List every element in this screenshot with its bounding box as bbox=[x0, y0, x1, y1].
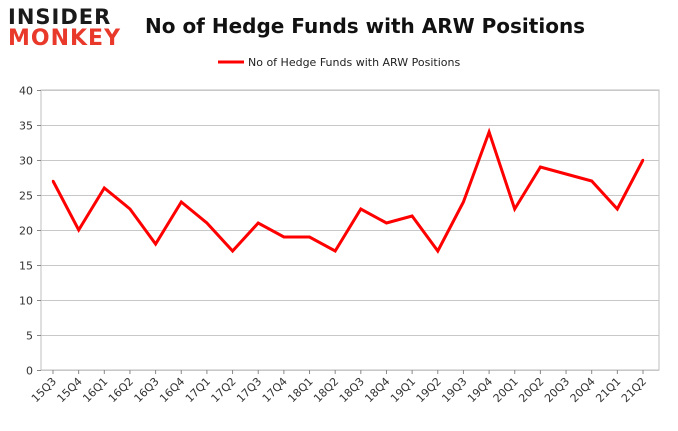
data-point-21Q1 bbox=[616, 207, 619, 211]
x-tick-label-21Q1: 21Q1 bbox=[593, 375, 623, 405]
series-line-0 bbox=[51, 127, 645, 254]
x-tick-label-19Q2: 19Q2 bbox=[414, 375, 444, 405]
y-tick-label-35: 35 bbox=[19, 120, 33, 133]
x-tick-label-17Q2: 17Q2 bbox=[209, 375, 239, 405]
x-tick-label-18Q3: 18Q3 bbox=[337, 375, 367, 405]
y-tick-label-40: 40 bbox=[19, 85, 33, 98]
x-tick-label-16Q1: 16Q1 bbox=[80, 375, 110, 405]
x-tick-label-19Q1: 19Q1 bbox=[388, 375, 418, 405]
data-point-18Q3 bbox=[359, 207, 363, 211]
data-point-21Q2 bbox=[641, 158, 645, 162]
x-tick-label-19Q3: 19Q3 bbox=[439, 375, 469, 405]
data-point-18Q4 bbox=[385, 221, 388, 225]
data-point-16Q2 bbox=[128, 207, 132, 211]
x-tick-label-15Q3: 15Q3 bbox=[29, 375, 59, 405]
x-tick-label-21Q2: 21Q2 bbox=[619, 375, 649, 405]
data-point-19Q2 bbox=[436, 249, 439, 253]
x-tick-label-18Q1: 18Q1 bbox=[285, 375, 315, 405]
x-tick-label-17Q3: 17Q3 bbox=[234, 375, 264, 405]
y-tick-label-25: 25 bbox=[19, 190, 33, 203]
chart-title: No of Hedge Funds with ARW Positions bbox=[145, 14, 586, 38]
x-tick-label-17Q1: 17Q1 bbox=[183, 375, 213, 405]
data-point-17Q3 bbox=[257, 221, 260, 225]
data-point-19Q3 bbox=[462, 200, 465, 204]
data-point-19Q4 bbox=[487, 130, 491, 134]
data-point-18Q2 bbox=[333, 249, 337, 253]
legend-label: No of Hedge Funds with ARW Positions bbox=[248, 56, 460, 69]
x-tick-label-19Q4: 19Q4 bbox=[465, 375, 495, 405]
data-point-20Q2 bbox=[539, 165, 542, 169]
data-point-19Q1 bbox=[410, 214, 414, 218]
x-tick-label-20Q1: 20Q1 bbox=[491, 375, 521, 405]
x-tick-label-18Q2: 18Q2 bbox=[311, 375, 341, 405]
logo-line-insider: INSIDER bbox=[8, 5, 112, 29]
x-tick-label-20Q4: 20Q4 bbox=[568, 375, 598, 405]
y-tick-label-5: 5 bbox=[26, 330, 33, 343]
insider-monkey-logo: INSIDER MONKEY bbox=[8, 6, 126, 52]
y-tick-label-30: 30 bbox=[19, 155, 33, 168]
data-point-17Q2 bbox=[231, 249, 234, 253]
data-point-17Q4 bbox=[282, 235, 286, 239]
x-tick-label-16Q3: 16Q3 bbox=[132, 375, 162, 405]
data-point-16Q3 bbox=[154, 242, 157, 246]
data-point-15Q4 bbox=[77, 228, 80, 232]
logo-line-monkey: MONKEY bbox=[8, 26, 122, 51]
x-tick-label-16Q4: 16Q4 bbox=[157, 375, 187, 405]
data-point-17Q1 bbox=[205, 221, 209, 225]
y-tick-label-20: 20 bbox=[19, 225, 33, 238]
x-tick-label-20Q3: 20Q3 bbox=[542, 375, 572, 405]
x-tick-label-18Q4: 18Q4 bbox=[362, 375, 392, 405]
data-point-20Q3 bbox=[564, 172, 568, 176]
y-tick-label-10: 10 bbox=[19, 295, 33, 308]
x-tick-label-15Q4: 15Q4 bbox=[55, 375, 85, 405]
y-tick-label-0: 0 bbox=[26, 365, 33, 378]
data-point-18Q1 bbox=[308, 235, 311, 239]
data-point-20Q4 bbox=[590, 179, 593, 183]
x-tick-label-20Q2: 20Q2 bbox=[516, 375, 546, 405]
data-point-16Q4 bbox=[180, 200, 183, 204]
y-tick-label-15: 15 bbox=[19, 260, 33, 273]
x-tick-label-16Q2: 16Q2 bbox=[106, 375, 136, 405]
data-point-16Q1 bbox=[103, 186, 106, 190]
data-point-20Q1 bbox=[513, 207, 516, 211]
x-tick-label-17Q4: 17Q4 bbox=[260, 375, 290, 405]
data-point-15Q3 bbox=[51, 179, 55, 183]
